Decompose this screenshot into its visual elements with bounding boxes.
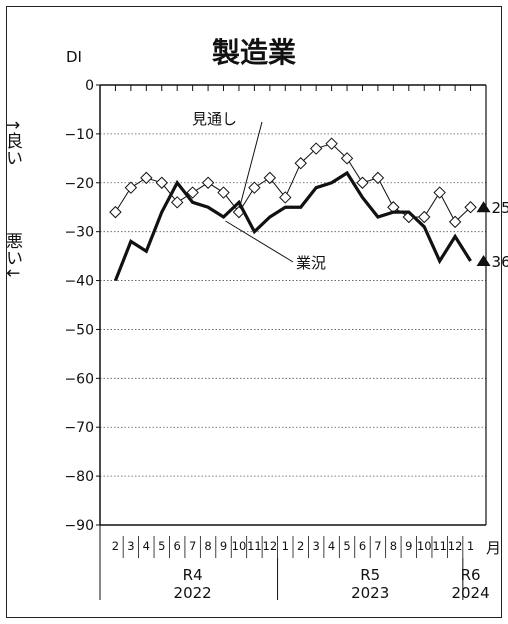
conditions-end-label: 36 <box>492 253 508 271</box>
outlook-point <box>279 191 292 204</box>
month-label: 7 <box>374 539 381 553</box>
outlook-point <box>433 186 446 199</box>
outlook-point <box>248 181 261 194</box>
y-tick-label: 0 <box>85 78 94 94</box>
month-label: 8 <box>390 539 397 553</box>
series-label-conditions: 業況 <box>296 254 326 272</box>
month-label: 4 <box>143 539 150 553</box>
year-label: 2022 <box>174 584 212 602</box>
y-tick-label: −40 <box>64 274 94 290</box>
month-label: 9 <box>220 539 227 553</box>
month-label: 7 <box>189 539 196 553</box>
y-tick-label: −20 <box>64 176 94 192</box>
outlook-end-marker <box>476 201 491 213</box>
y-tick-label: −90 <box>64 518 94 534</box>
year-label: 2024 <box>451 584 489 602</box>
outlook-point <box>418 210 431 224</box>
outlook-point <box>448 215 462 229</box>
outlook-point <box>356 176 369 189</box>
conditions-end-marker <box>476 255 491 266</box>
y-tick-label: −60 <box>64 371 94 387</box>
y-tick-label: −30 <box>64 225 94 241</box>
outlook-point <box>124 181 138 194</box>
y-tick-label: −70 <box>64 420 94 436</box>
month-label: 6 <box>174 539 181 553</box>
month-label: 8 <box>204 539 211 553</box>
month-label: 1 <box>467 539 474 553</box>
y-good-label: ↑良い <box>2 118 22 166</box>
outlook-point <box>464 201 477 214</box>
series-label-outlook: 見通し <box>192 110 237 128</box>
month-label: 3 <box>312 539 319 553</box>
outlook-point <box>217 186 230 199</box>
outlook-point <box>140 171 153 185</box>
outlook-point <box>371 171 385 185</box>
outlook-point <box>340 152 354 165</box>
leader-line-conditions <box>225 220 294 263</box>
month-label: 11 <box>247 539 262 553</box>
month-label: 3 <box>127 539 134 553</box>
outlook-point <box>109 205 122 219</box>
y-tick-label: −80 <box>64 469 94 485</box>
outlook-end-label: 25 <box>492 199 508 217</box>
month-label: 5 <box>343 539 350 553</box>
month-label: 1 <box>282 539 289 553</box>
era-label: R5 <box>360 566 380 584</box>
outlook-point <box>170 196 184 209</box>
y-tick-label: −50 <box>64 322 94 338</box>
month-label: 12 <box>448 539 463 553</box>
chart-frame <box>6 6 502 618</box>
outlook-point <box>155 176 168 189</box>
era-label: R4 <box>183 566 203 584</box>
month-label: 6 <box>359 539 366 553</box>
month-label: 12 <box>263 539 278 553</box>
outlook-point <box>186 186 199 199</box>
leader-line-outlook <box>239 121 263 207</box>
outlook-point <box>309 142 323 155</box>
y-tick-label: −10 <box>64 127 94 143</box>
outlook-point <box>201 176 215 189</box>
outlook-point <box>263 171 277 185</box>
month-label: 10 <box>417 539 432 553</box>
month-label: 10 <box>232 539 247 553</box>
series-conditions-line <box>113 170 472 282</box>
month-label: 2 <box>297 539 304 553</box>
month-label: 9 <box>405 539 412 553</box>
era-label: R6 <box>461 566 481 584</box>
month-label: 5 <box>158 539 165 553</box>
month-label: 4 <box>328 539 335 553</box>
year-label: 2023 <box>351 584 389 602</box>
chart-title: 製造業 <box>212 36 296 69</box>
outlook-point <box>325 137 338 150</box>
month-label: 2 <box>112 539 119 553</box>
y-axis-label: DI <box>66 48 82 66</box>
month-label: 11 <box>432 539 447 553</box>
outlook-point <box>294 157 307 170</box>
month-unit-label: 月 <box>486 539 501 557</box>
y-bad-label: 悪い↓ <box>2 232 23 280</box>
